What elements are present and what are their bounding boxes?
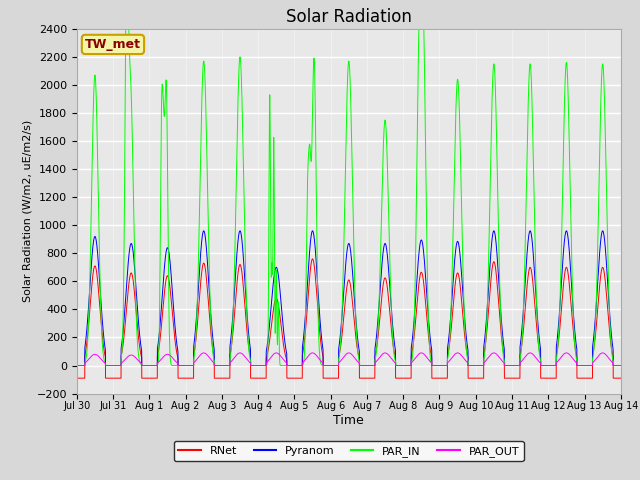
Line: RNet: RNet (77, 259, 621, 378)
PAR_IN (471, 363, 479, 369)
Legend: RNet, Pyranom, PAR_IN, PAR_OUT: RNet, Pyranom, PAR_IN, PAR_OUT (174, 441, 524, 461)
Pyranom (328, 363, 336, 369)
PAR_OUT (471, 363, 479, 369)
Pyranom (171, 318, 179, 324)
Title: Solar Radiation: Solar Radiation (286, 8, 412, 26)
Pyranom (616, 363, 624, 369)
RNet (308, 256, 316, 262)
PAR_IN (502, 363, 509, 369)
PAR_OUT (171, 357, 179, 363)
Pyranom (440, 363, 448, 369)
RNet (441, 375, 449, 381)
X-axis label: Time: Time (333, 414, 364, 427)
RNet (616, 375, 624, 381)
PAR_OUT (328, 363, 336, 369)
RNet (171, 334, 179, 339)
Pyranom (502, 363, 509, 369)
Text: TW_met: TW_met (85, 38, 141, 51)
PAR_IN (441, 363, 449, 369)
Y-axis label: Solar Radiation (W/m2, uE/m2/s): Solar Radiation (W/m2, uE/m2/s) (22, 120, 33, 302)
RNet (73, 375, 81, 381)
PAR_IN (171, 363, 179, 369)
PAR_IN (616, 363, 624, 369)
PAR_OUT (616, 363, 624, 369)
PAR_OUT (599, 350, 607, 356)
PAR_IN (73, 363, 81, 369)
PAR_OUT (617, 363, 625, 369)
Line: Pyranom: Pyranom (77, 231, 621, 366)
RNet (471, 375, 479, 381)
Line: PAR_IN: PAR_IN (77, 0, 621, 366)
PAR_OUT (73, 363, 81, 369)
PAR_IN (329, 363, 337, 369)
Pyranom (617, 363, 625, 369)
Line: PAR_OUT: PAR_OUT (77, 353, 621, 366)
RNet (502, 375, 509, 381)
Pyranom (471, 363, 479, 369)
PAR_OUT (440, 363, 448, 369)
RNet (617, 375, 625, 381)
Pyranom (73, 363, 81, 369)
Pyranom (599, 228, 607, 234)
RNet (329, 375, 337, 381)
PAR_IN (617, 363, 625, 369)
PAR_OUT (502, 363, 509, 369)
